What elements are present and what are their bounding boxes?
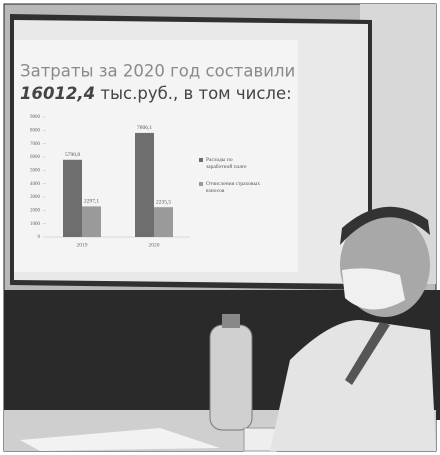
y-tick-label: 3000 [30,195,41,200]
x-tick-label: 2020 [149,242,160,248]
bottle [210,325,252,430]
slide-subtitle: 16012,4 тыс.руб., в том числе: [20,84,292,103]
value-label: 7806,1 [137,125,152,131]
y-tick-label: 8000 [30,128,41,133]
value-label: 5790,8 [65,152,80,158]
y-tick-label: 7000 [30,142,41,147]
legend-swatch [199,158,203,162]
y-tick-label: 6000 [30,155,41,160]
bottle-cap [222,314,240,328]
y-tick-label: 1000 [30,222,41,227]
y-tick-label: 4000 [30,182,41,187]
y-tick-label: 9000 [30,115,41,120]
value-label: 2235,5 [156,199,171,205]
x-tick-label: 2019 [77,242,88,248]
total-amount: 16012,4 [20,84,95,103]
value-label: 2297,1 [84,199,99,205]
slide-title: Затраты за 2020 год составили [20,62,295,81]
photo: Затраты за 2020 год составили 16012,4 ты… [0,0,440,455]
bar [82,206,101,237]
y-tick-label: 5000 [30,168,41,173]
subtitle-text: тыс.руб., в том числе: [100,84,291,103]
y-tick-label: 2000 [30,208,41,213]
bar [154,207,173,237]
bar [135,133,154,237]
legend-swatch [199,182,203,186]
bar [63,160,82,237]
